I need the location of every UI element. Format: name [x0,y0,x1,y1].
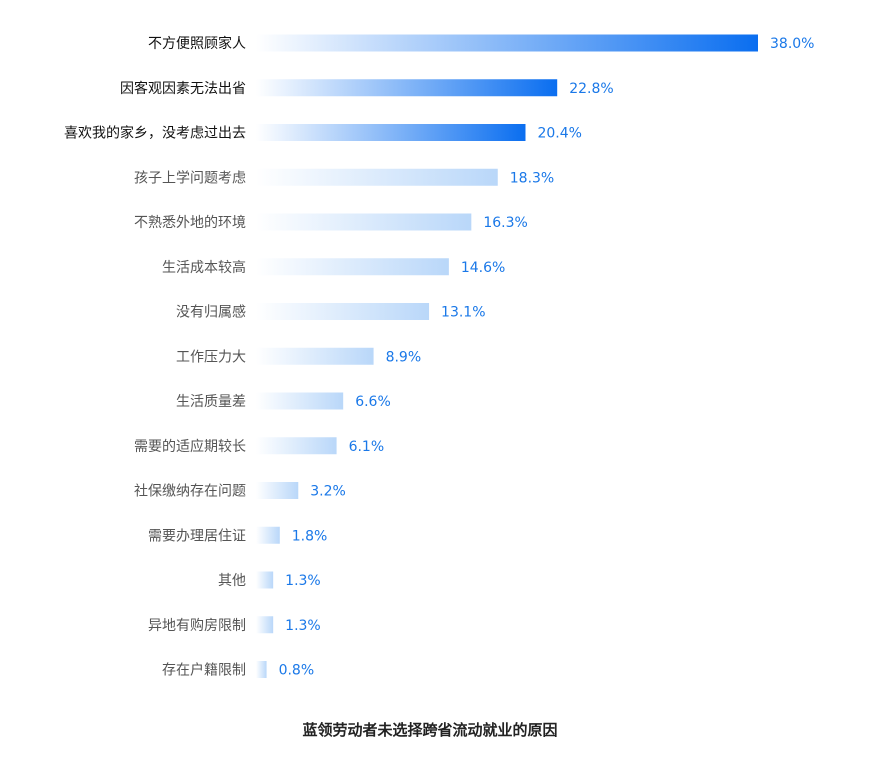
bar-row: 异地有购房限制 1.3% [148,616,321,634]
bar [256,34,758,52]
category-label: 生活成本较高 [162,259,246,276]
value-label: 16.3% [483,215,527,231]
value-label: 0.8% [279,663,315,679]
bar-row: 生活质量差 6.6% [176,392,391,410]
bar [256,571,274,589]
bar-row: 社保缴纳存在问题 3.2% [134,482,346,500]
value-label: 6.6% [355,394,391,410]
bar [256,347,374,365]
category-label: 不方便照顾家人 [148,35,246,52]
bar [256,661,267,678]
bar [256,437,337,455]
value-label: 1.8% [292,528,328,544]
value-label: 13.1% [441,305,485,321]
bar [256,168,498,186]
category-label: 孩子上学问题考虑 [134,170,246,186]
category-label: 喜欢我的家乡，没考虑过出去 [64,125,246,142]
category-label: 生活质量差 [176,394,246,410]
bar [256,482,299,499]
bar [256,258,449,276]
value-label: 1.3% [285,573,321,589]
category-label: 不熟悉外地的环境 [134,215,246,231]
bar-row: 存在户籍限制 0.8% [162,661,314,679]
bar-row: 没有归属感 13.1% [176,303,486,321]
category-label: 需要办理居住证 [148,528,246,544]
category-label: 因客观因素无法出省 [120,80,246,97]
category-label: 其他 [218,573,246,589]
value-label: 14.6% [461,260,505,276]
bar-row: 工作压力大 8.9% [176,347,422,365]
bar [256,616,274,634]
bar-row: 喜欢我的家乡，没考虑过出去 20.4% [64,124,582,142]
bar-row: 孩子上学问题考虑 18.3% [134,168,554,186]
category-label: 工作压力大 [176,349,246,365]
chart-title: 蓝领劳动者未选择跨省流动就业的原因 [302,721,557,739]
bar-row: 需要的适应期较长 6.1% [134,437,384,455]
bar-row: 不方便照顾家人 38.0% [148,34,814,52]
category-label: 存在户籍限制 [162,662,246,679]
value-label: 6.1% [349,439,385,455]
value-label: 8.9% [386,349,422,365]
bars-layer: 不方便照顾家人 38.0% 因客观因素无法出省 22.8% 喜欢我的家乡，没考虑过出去 2… [64,34,814,679]
value-label: 1.3% [285,618,321,634]
category-label: 没有归属感 [176,304,246,321]
category-label: 需要的适应期较长 [134,438,246,455]
bar-row: 不熟悉外地的环境 16.3% [134,213,528,231]
bar-row: 其他 1.3% [218,571,321,589]
bar-row: 因客观因素无法出省 22.8% [120,79,614,97]
bar [256,79,558,97]
bar [256,124,526,141]
category-label: 社保缴纳存在问题 [134,484,246,500]
bar [256,213,472,231]
value-label: 22.8% [569,81,613,97]
bar-row: 生活成本较高 14.6% [162,258,505,276]
value-label: 18.3% [510,170,554,186]
bar-row: 需要办理居住证 1.8% [148,526,328,544]
bar [256,303,430,320]
category-label: 异地有购房限制 [148,618,246,634]
bar [256,392,344,410]
value-label: 20.4% [537,126,581,142]
value-label: 38.0% [770,36,814,52]
bar [256,526,280,544]
value-label: 3.2% [310,484,346,500]
